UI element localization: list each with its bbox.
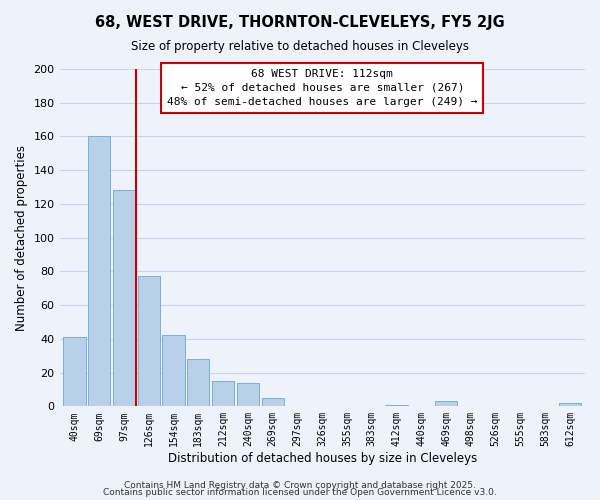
Text: Contains public sector information licensed under the Open Government Licence v3: Contains public sector information licen… [103, 488, 497, 497]
Bar [435, 402, 457, 406]
Bar [212, 381, 234, 406]
Bar [559, 403, 581, 406]
Bar [113, 190, 135, 406]
Text: 68, WEST DRIVE, THORNTON-CLEVELEYS, FY5 2JG: 68, WEST DRIVE, THORNTON-CLEVELEYS, FY5 … [95, 15, 505, 30]
Bar [237, 382, 259, 406]
Bar [88, 136, 110, 406]
Text: Contains HM Land Registry data © Crown copyright and database right 2025.: Contains HM Land Registry data © Crown c… [124, 480, 476, 490]
Bar [137, 276, 160, 406]
Text: Size of property relative to detached houses in Cleveleys: Size of property relative to detached ho… [131, 40, 469, 53]
Bar [385, 404, 408, 406]
Bar [163, 336, 185, 406]
Text: 68 WEST DRIVE: 112sqm
← 52% of detached houses are smaller (267)
48% of semi-det: 68 WEST DRIVE: 112sqm ← 52% of detached … [167, 69, 478, 107]
Y-axis label: Number of detached properties: Number of detached properties [15, 144, 28, 330]
Bar [63, 337, 86, 406]
Bar [262, 398, 284, 406]
X-axis label: Distribution of detached houses by size in Cleveleys: Distribution of detached houses by size … [167, 452, 477, 465]
Bar [187, 359, 209, 406]
